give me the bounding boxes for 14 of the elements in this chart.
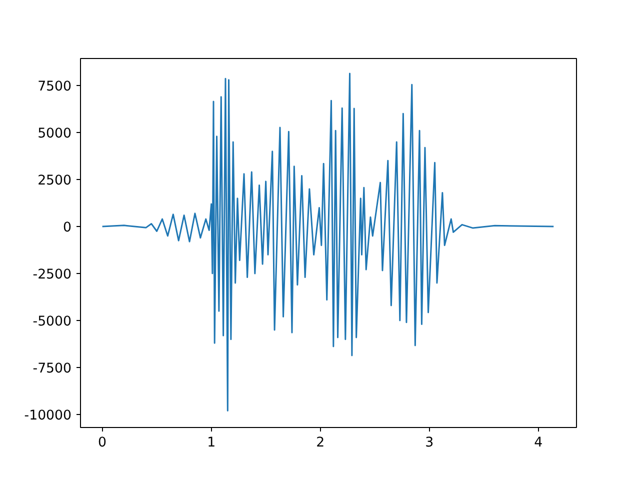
y-tick-label: -5000	[32, 314, 72, 330]
y-tick-label: -2500	[32, 268, 72, 283]
x-tick-label: 4	[534, 436, 543, 450]
y-tick-label: 2500	[38, 174, 72, 189]
y-tick-label: -10000	[24, 408, 72, 424]
y-tick-label: 7500	[38, 80, 72, 95]
x-tick-label: 0	[98, 436, 107, 450]
y-tick-label: 0	[63, 220, 72, 236]
y-tick-label: 5000	[38, 126, 72, 142]
y-tick-label: -7500	[32, 362, 72, 377]
x-tick-label: 2	[316, 436, 325, 450]
line-series	[102, 72, 554, 412]
x-tick-label: 1	[207, 436, 216, 450]
x-tick-label: 3	[425, 436, 434, 450]
